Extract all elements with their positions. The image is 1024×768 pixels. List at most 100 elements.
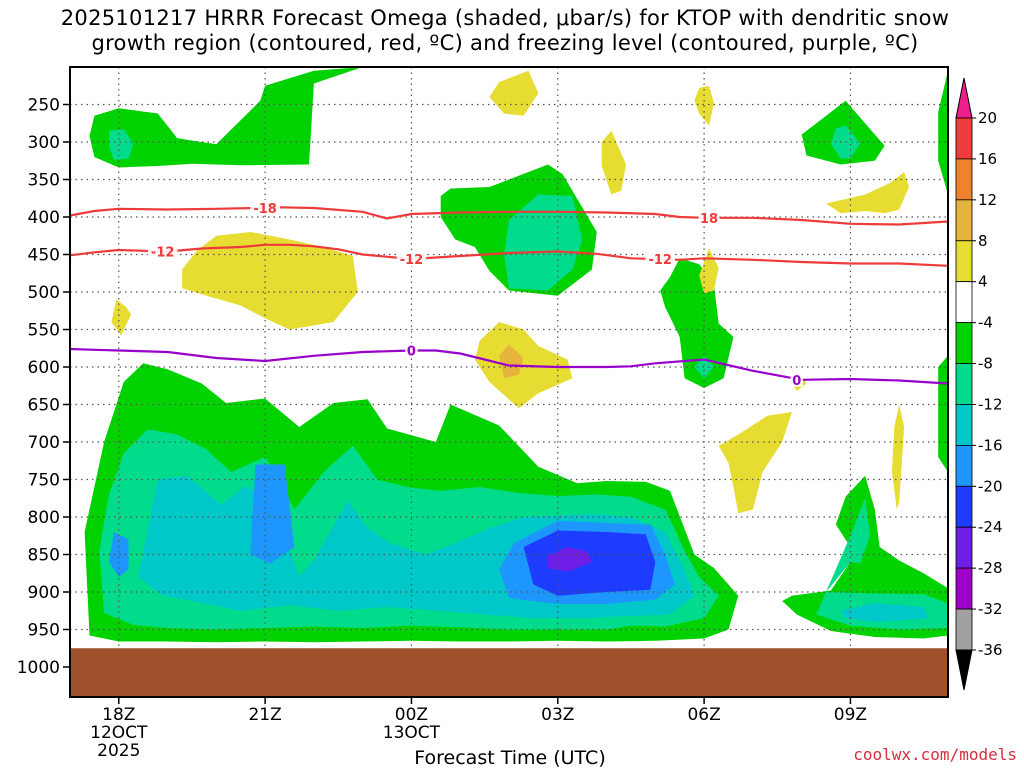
chart-title-line2: growth region (contoured, red, ºC) and f…: [91, 31, 919, 55]
credit-text[interactable]: coolwx.com/models: [853, 745, 1017, 764]
contour-label: 0: [407, 345, 416, 360]
colorbar-bin: [955, 404, 973, 446]
plot-frame: [69, 66, 949, 698]
x-tick-label: 00Z: [395, 705, 428, 725]
colorbar-label: -32: [978, 600, 1003, 618]
colorbar-bin: [955, 526, 973, 569]
y-tick-label: 500: [28, 283, 60, 303]
freezing-level-contour: [70, 347, 948, 385]
omega-region-blue-low-21z: [250, 464, 295, 564]
omega-region-yellow-top-center: [489, 70, 539, 116]
omega-region-green-top-left: [89, 67, 363, 168]
colorbar-label: 8: [978, 232, 988, 250]
colorbar-label: -20: [978, 477, 1003, 495]
contour-label-bg: [790, 371, 804, 387]
y-tick-label: 750: [28, 471, 60, 491]
contour-label-bg: [250, 200, 280, 215]
colorbar-bin: [955, 158, 973, 201]
plot-area: -18 -12 -12 -12 18 0 0: [70, 67, 948, 697]
omega-region-yellow-small-left: [111, 299, 131, 336]
y-tick-label: 350: [28, 171, 60, 191]
x-tick-label: 18Z: [102, 705, 135, 725]
colorbar-label: -12: [978, 395, 1003, 413]
contour-label: -12: [400, 253, 424, 268]
contour-label-bg: [698, 209, 720, 225]
colorbar-bin: [955, 444, 973, 487]
contour-label: -12: [151, 246, 175, 261]
omega-region-green-far-right-top: [938, 70, 948, 195]
colorbar-bin: [955, 567, 973, 610]
omega-region-teal-mid-core: [504, 194, 583, 291]
colorbar-label: 16: [978, 150, 997, 168]
y-tick-label: 300: [28, 133, 60, 153]
colorbar-label: -24: [978, 518, 1003, 536]
x-tick-label: 09Z: [834, 705, 867, 725]
ground-surface: [70, 648, 948, 697]
colorbar-bin: [955, 485, 973, 528]
x-tick-label: 21Z: [248, 705, 281, 725]
omega-region-green-06z-blob: [660, 258, 734, 388]
omega-region-teal-06z-blob: [694, 355, 714, 379]
y-tick-label: 650: [28, 396, 60, 416]
contour-label-bg: [405, 342, 418, 358]
colorbar-bin: [955, 608, 973, 651]
chart-title-line1: 2025101217 HRRR Forecast Omega (shaded, …: [60, 6, 950, 30]
y-tick-label: 400: [28, 208, 60, 228]
y-tick-label: 1000: [17, 658, 60, 678]
dendritic-contour-18: [70, 206, 948, 226]
omega-region-yellow-upper-0330z: [601, 130, 627, 195]
omega-region-teal-low-right: [816, 498, 948, 630]
colorbar-label: -36: [978, 641, 1003, 659]
y-tick-label: 900: [28, 583, 60, 603]
colorbar-over-triangle: [955, 77, 973, 119]
omega-region-orange-mid-center: [499, 344, 524, 379]
contour-label: 0: [792, 374, 801, 389]
colorbar-label: 20: [978, 109, 997, 127]
omega-region-purple-low-03z: [548, 547, 592, 572]
chart-title: 2025101217 HRRR Forecast Omega (shaded, …: [0, 6, 1010, 56]
contour-label: 18: [700, 212, 718, 227]
colorbar-label: 12: [978, 191, 997, 209]
omega-region-blue-low-left: [109, 532, 129, 577]
contour-label-bg: [645, 251, 675, 266]
x-tick-label: 03Z: [541, 705, 574, 725]
colorbar-under-triangle: [955, 649, 973, 691]
colorbar-bin: [955, 322, 973, 364]
colorbar-label: -28: [978, 559, 1003, 577]
colorbar-bin: [955, 117, 973, 160]
axes: 250 300 350 400 450 500 550 600 650 700 750 800 850 9…: [17, 66, 949, 761]
omega-region-teal-top-left: [109, 129, 134, 160]
colorbar-bin: [955, 363, 973, 405]
contour-label: -12: [648, 253, 672, 268]
omega-region-yellow-lower-06z: [718, 412, 792, 514]
contour-label: -18: [253, 202, 277, 217]
x-tick-label: 13OCT: [383, 723, 441, 743]
colorbar-label: -16: [978, 436, 1003, 454]
colorbar-label: -8: [978, 355, 993, 373]
x-tick-label: 12OCT: [90, 723, 148, 743]
omega-region-darkblue-low-03z: [523, 530, 656, 596]
x-tick-label: 2025: [97, 741, 140, 761]
y-tick-label: 700: [28, 433, 60, 453]
y-tick-label: 450: [28, 246, 60, 266]
colorbar-bin: [955, 281, 973, 324]
y-tick-label: 250: [28, 96, 60, 116]
contour-label-bg: [396, 251, 427, 266]
colorbar-label: 4: [978, 273, 988, 291]
contour-label-bg: [147, 243, 178, 259]
colorbar: 20 16 12 8 4 -4 -8 -12 -16 -20 -24 -28 -32 -36: [955, 77, 1003, 691]
x-axis-label: Forecast Time (UTC): [414, 747, 605, 768]
omega-region-green-far-right-low: [938, 355, 948, 472]
omega-region-yellow-upper-right: [826, 172, 909, 214]
omega-region-cyan-low-right: [840, 603, 929, 622]
y-tick-label: 850: [28, 546, 60, 566]
colorbar-bin: [955, 199, 973, 242]
y-tick-label: 800: [28, 508, 60, 528]
colorbar-bin: [955, 240, 973, 283]
x-tick-label: 06Z: [687, 705, 720, 725]
colorbar-label: -4: [978, 314, 993, 332]
omega-region-yellow-small-10z: [891, 404, 905, 510]
y-tick-label: 550: [28, 321, 60, 341]
y-tick-label: 600: [28, 358, 60, 378]
